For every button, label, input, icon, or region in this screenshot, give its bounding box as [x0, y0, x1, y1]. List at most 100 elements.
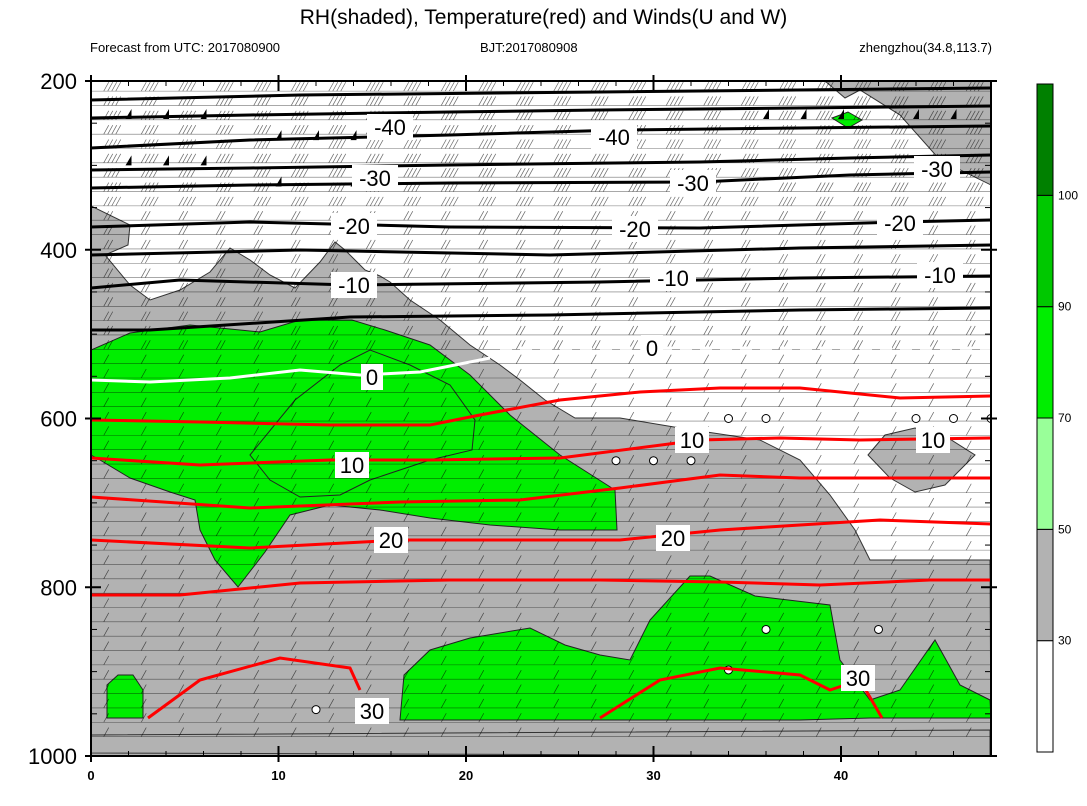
wind-barb: [890, 583, 897, 594]
wind-barb: [140, 598, 147, 608]
wind-barb: [594, 268, 601, 278]
wind-barb: [219, 225, 226, 235]
wind-barb: [482, 196, 489, 207]
wind-barb: [553, 670, 560, 680]
temperature-contour-line: [91, 436, 991, 467]
wind-barb: [140, 340, 147, 350]
wind-barb: [815, 110, 822, 120]
wind-barb: [377, 153, 384, 164]
wind-barb: [748, 168, 755, 178]
wind-barb: [673, 139, 680, 149]
wind-barb: [215, 397, 222, 407]
wind-barb: [186, 196, 193, 207]
bjt-time-label: BJT:2017080908: [480, 40, 578, 55]
wind-barb: [594, 340, 601, 350]
wind-barb: [478, 397, 485, 407]
wind-barb: [782, 196, 789, 207]
wind-barb: [290, 569, 297, 579]
temperature-contour-line: [91, 306, 991, 332]
wind-barb: [815, 641, 822, 651]
wind-barb: [515, 397, 522, 407]
wind-barb: [965, 440, 972, 450]
wind-barb: [490, 168, 497, 178]
wind-barb: [365, 526, 372, 536]
wind-barb: [478, 655, 485, 666]
wind-barb: [448, 124, 455, 135]
wind-barb: [778, 526, 785, 536]
wind-barb: [403, 670, 410, 680]
wind-barb: [790, 168, 797, 178]
wind-barb: [740, 196, 747, 207]
wind-barb: [515, 211, 522, 221]
wind-barb: [478, 440, 485, 450]
wind-barb: [415, 168, 422, 178]
wind-barb: [107, 340, 114, 350]
wind-barb: [215, 641, 222, 651]
wind-barb: [628, 282, 635, 293]
wind-barb: [440, 397, 447, 407]
wind-barb: [819, 325, 826, 336]
wind-barb: [902, 139, 909, 149]
wind-barb: [740, 598, 747, 608]
wind-barb: [890, 555, 897, 565]
wind-barb: [590, 598, 597, 608]
wind-barb: [827, 96, 834, 106]
temperature-contour-line: [91, 86, 991, 102]
wind-barb: [665, 569, 672, 579]
wind-barb: [969, 96, 976, 106]
temperature-contour-label: -10: [924, 263, 956, 288]
wind-barb: [665, 583, 672, 594]
wind-barb: [815, 182, 822, 192]
wind-barb: [740, 239, 747, 250]
temperature-contour-label-box: [335, 452, 369, 478]
wind-barb: [553, 282, 560, 293]
wind-barb: [103, 569, 110, 579]
wind-barb: [665, 598, 672, 608]
wind-barb: [928, 211, 935, 221]
wind-barb: [403, 655, 410, 666]
temperature-contour-label-box: [331, 272, 377, 298]
wind-barb: [748, 110, 755, 120]
wind-barb: [290, 81, 297, 92]
wind-barb: [928, 411, 935, 422]
wind-barb: [853, 583, 860, 594]
wind-barb: [440, 684, 447, 694]
wind-barb: [440, 297, 447, 307]
y-tick-label: 800: [40, 575, 77, 600]
wind-barb: [144, 239, 151, 250]
wind-barb: [628, 698, 635, 709]
wind-barb: [853, 254, 860, 264]
wind-barb: [527, 168, 534, 178]
wind-barb: [598, 153, 605, 164]
wind-barb: [403, 569, 410, 579]
wind-barb: [515, 483, 522, 493]
temperature-contour-line: [91, 104, 991, 120]
wind-barb: [103, 555, 110, 565]
wind-barb: [482, 239, 489, 250]
wind-barb: [665, 354, 672, 364]
wind-barb: [515, 670, 522, 680]
wind-barb: [932, 139, 939, 149]
wind-barb: [853, 411, 860, 422]
wind-barb: [853, 727, 860, 737]
wind-barb: [444, 153, 451, 164]
wind-barb: [894, 311, 901, 321]
wind-barb: [290, 297, 297, 307]
wind-barb: [815, 627, 822, 637]
wind-barb: [890, 325, 897, 336]
wind-barb: [140, 655, 147, 666]
wind-barb: [519, 139, 526, 149]
temperature-contour-line: [91, 124, 991, 150]
wind-barb: [253, 254, 260, 264]
wind-barb: [332, 81, 339, 92]
wind-barb: [707, 196, 714, 207]
wind-barb: [103, 612, 110, 623]
wind-barb: [590, 526, 597, 536]
temperature-contour-label-box: [675, 427, 709, 453]
wind-barb: [928, 684, 935, 694]
wind-flag: [838, 108, 844, 119]
wind-barb: [965, 655, 972, 666]
wind-barb: [740, 354, 747, 364]
wind-barb: [965, 325, 972, 336]
wind-barb: [178, 340, 185, 350]
